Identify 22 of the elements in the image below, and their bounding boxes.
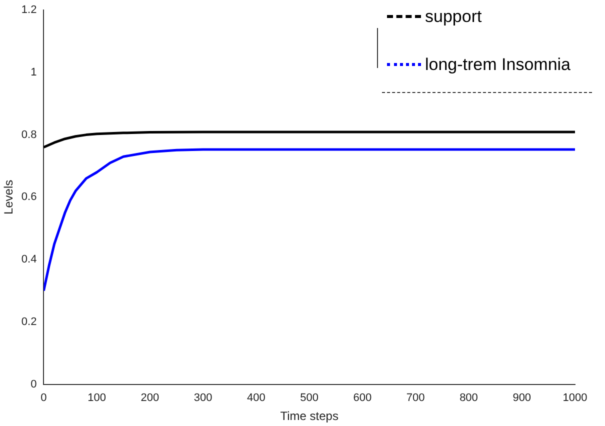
x-tick-label: 100	[88, 392, 106, 404]
x-tick-label: 0	[40, 392, 47, 404]
legend-label: support	[425, 7, 482, 26]
y-tick-label: 0.6	[21, 191, 37, 204]
x-tick-label: 200	[140, 392, 160, 404]
x-axis-title: Time steps	[280, 409, 338, 424]
x-tick-label: 400	[247, 392, 266, 404]
y-tick-label: 0.2	[21, 316, 37, 328]
x-tick-label: 300	[194, 392, 212, 404]
y-tick-label: 1	[30, 66, 37, 78]
x-tick-label: 700	[406, 392, 425, 404]
x-tick-label: 600	[353, 392, 372, 404]
y-tick-label: 0.4	[21, 254, 37, 266]
x-tick-label: 800	[460, 392, 478, 404]
x-tick-label: 900	[512, 392, 532, 404]
x-tick-label: 1000	[562, 392, 588, 404]
y-axis-title: Levels	[2, 180, 16, 215]
y-tick-label: 0.8	[21, 128, 37, 141]
legend-label: long-trem Insomnia	[425, 55, 571, 74]
x-tick-label: 500	[300, 392, 319, 404]
y-tick-label: 1.2	[21, 4, 37, 16]
y-tick-label: 0	[30, 378, 37, 390]
